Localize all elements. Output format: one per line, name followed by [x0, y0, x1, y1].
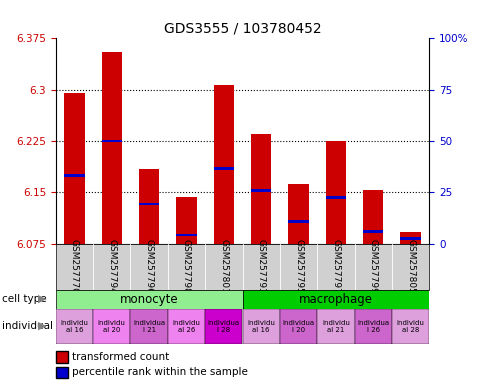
Bar [93, 309, 130, 344]
Text: transformed count: transformed count [72, 352, 169, 362]
Bar [279, 309, 317, 344]
Text: GSM257801: GSM257801 [219, 238, 228, 293]
Bar [176, 197, 197, 244]
Bar [399, 232, 420, 244]
Text: individu
al 20: individu al 20 [98, 320, 125, 333]
Title: GDS3555 / 103780452: GDS3555 / 103780452 [164, 22, 320, 36]
Text: GSM257770: GSM257770 [70, 238, 79, 293]
Text: individu
al 26: individu al 26 [172, 320, 200, 333]
Bar [242, 309, 279, 344]
Text: ▶: ▶ [37, 294, 46, 304]
Bar [101, 52, 122, 244]
Text: individu
al 21: individu al 21 [321, 320, 349, 333]
Text: GSM257798: GSM257798 [182, 238, 191, 293]
Bar [362, 190, 383, 244]
Text: individu
al 16: individu al 16 [60, 320, 88, 333]
Text: individua
l 28: individua l 28 [207, 320, 240, 333]
Bar [64, 174, 85, 177]
Bar [362, 230, 383, 233]
Text: individual: individual [2, 321, 53, 331]
Text: ▶: ▶ [37, 321, 46, 331]
Text: individu
al 28: individu al 28 [396, 320, 424, 333]
Text: GSM257793: GSM257793 [256, 238, 265, 293]
Bar [287, 220, 308, 223]
Bar [325, 141, 346, 244]
Bar [213, 85, 234, 244]
Bar [138, 169, 159, 244]
Text: monocyte: monocyte [120, 293, 178, 306]
Text: individua
l 26: individua l 26 [356, 320, 389, 333]
Text: GSM257805: GSM257805 [405, 238, 414, 293]
Bar [287, 184, 308, 244]
Bar [325, 196, 346, 199]
Text: GSM257799: GSM257799 [368, 238, 377, 293]
Bar [101, 140, 122, 142]
Bar [213, 167, 234, 170]
Bar [64, 93, 85, 244]
Bar [399, 237, 420, 240]
Text: cell type: cell type [2, 294, 47, 304]
Text: GSM257794: GSM257794 [107, 238, 116, 293]
Bar [130, 309, 167, 344]
Text: GSM257796: GSM257796 [144, 238, 153, 293]
Bar [56, 309, 93, 344]
Bar [167, 309, 205, 344]
Bar [250, 189, 271, 192]
Bar [250, 134, 271, 244]
Bar [317, 309, 354, 344]
Bar [176, 233, 197, 236]
Text: GSM257797: GSM257797 [331, 238, 340, 293]
Bar [391, 309, 428, 344]
Text: percentile rank within the sample: percentile rank within the sample [72, 367, 247, 377]
Bar [354, 309, 391, 344]
Text: individu
al 16: individu al 16 [247, 320, 274, 333]
Bar [242, 290, 428, 309]
Text: individua
l 20: individua l 20 [282, 320, 314, 333]
Text: macrophage: macrophage [298, 293, 372, 306]
Bar [205, 309, 242, 344]
Text: GSM257795: GSM257795 [293, 238, 302, 293]
Bar [138, 203, 159, 205]
Text: individua
l 21: individua l 21 [133, 320, 165, 333]
Bar [56, 290, 242, 309]
